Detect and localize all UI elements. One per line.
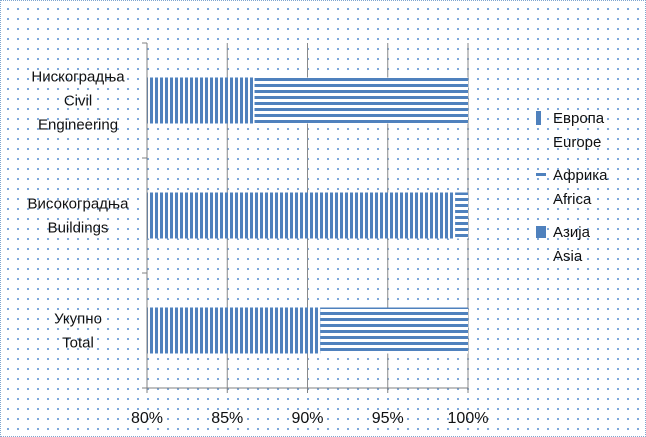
legend-swatch bbox=[536, 226, 546, 238]
legend-label: Азија bbox=[553, 224, 591, 241]
legend-label: Африка bbox=[553, 167, 608, 184]
bar-segment bbox=[254, 77, 468, 124]
category-label: Нискоградња bbox=[31, 69, 125, 86]
legend: Европа Europe Африка Africa Азија Asia bbox=[536, 110, 608, 265]
category-label: Engineering bbox=[38, 117, 118, 134]
legend-label: Africa bbox=[553, 191, 592, 208]
category-label: Civil bbox=[64, 93, 92, 110]
category-label: Укупно bbox=[54, 311, 102, 328]
bar-segment bbox=[147, 307, 321, 354]
legend-swatch bbox=[536, 111, 541, 125]
bar-segment bbox=[147, 192, 456, 239]
bar-segment bbox=[147, 77, 255, 124]
x-tick-label: 100% bbox=[448, 410, 489, 427]
bar-segment bbox=[455, 192, 468, 239]
legend-label: Европа bbox=[553, 110, 605, 127]
category-label: Total bbox=[62, 335, 94, 352]
category-label: Buildings bbox=[48, 220, 109, 237]
bar-segment bbox=[320, 307, 468, 354]
x-tick-labels: 80% 85% 90% 95% 100% bbox=[131, 410, 488, 427]
x-tick-label: 90% bbox=[291, 410, 323, 427]
category-label: Високоградња bbox=[28, 196, 130, 213]
x-tick-label: 85% bbox=[211, 410, 243, 427]
x-tick-label: 80% bbox=[131, 410, 163, 427]
axes bbox=[142, 42, 469, 393]
legend-label: Europe bbox=[553, 134, 601, 151]
legend-label: Asia bbox=[553, 248, 583, 265]
category-labels: Нискоградња Civil Engineering Високоградња B… bbox=[28, 69, 130, 352]
legend-swatch bbox=[536, 173, 546, 176]
bars bbox=[147, 77, 468, 354]
x-tick-label: 95% bbox=[372, 410, 404, 427]
